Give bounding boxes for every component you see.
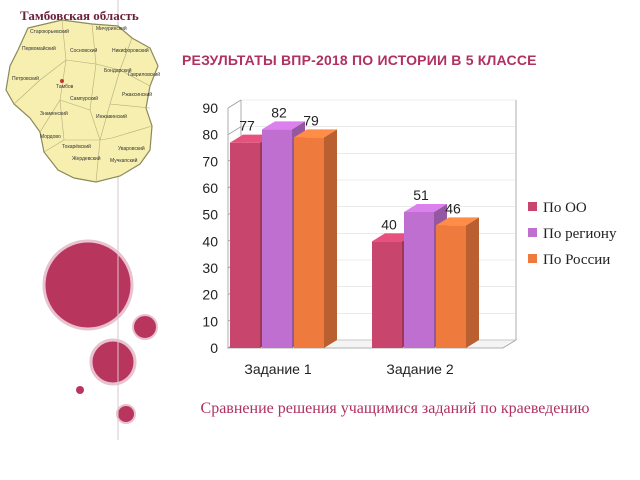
legend-label: По России <box>543 252 610 268</box>
map-district-label: Знаменский <box>40 110 68 117</box>
y-tick-label: 90 <box>202 100 218 116</box>
slide-title: РЕЗУЛЬТАТЫ ВПР-2018 ПО ИСТОРИИ В 5 КЛАСС… <box>182 52 537 68</box>
y-tick-label: 70 <box>202 153 218 169</box>
bar-top <box>262 121 305 130</box>
data-label: 46 <box>445 200 461 216</box>
legend-swatch <box>528 254 537 263</box>
bar-side <box>324 129 337 348</box>
map-district-label: Жердевский <box>72 155 101 162</box>
decor-circle <box>89 338 137 386</box>
y-tick-label: 20 <box>202 287 218 303</box>
bar-top <box>294 129 337 138</box>
legend-label: По региону <box>543 226 617 242</box>
decor-circle <box>76 386 84 394</box>
bar <box>230 142 260 348</box>
bar-chart: 0 10 20 30 40 50 60 70 80 90 77 82 79 Задание 1 40 51 46… <box>202 99 617 377</box>
map-district-label: Тамбов <box>56 84 74 90</box>
map-district-label: Инжавинский <box>96 113 127 120</box>
district-borders <box>13 19 153 183</box>
map-district-label: Гавриловский <box>128 71 160 78</box>
bar <box>262 129 292 348</box>
map-district-label: Никифоровский <box>112 47 149 54</box>
data-label: 40 <box>381 216 397 232</box>
y-tick-label: 80 <box>202 127 218 143</box>
map-district-label: Староюрьевский <box>30 28 69 35</box>
legend-swatch <box>528 202 537 211</box>
data-label: 51 <box>413 187 429 203</box>
data-label: 82 <box>271 104 287 120</box>
gridline <box>227 126 242 136</box>
decor-circle <box>116 404 136 424</box>
x-tick-label: Задание 1 <box>244 361 311 377</box>
y-tick-label: 30 <box>202 260 218 276</box>
map-district-label: Первомайский <box>22 45 56 52</box>
y-tick-label: 50 <box>202 207 218 223</box>
legend-swatch <box>528 228 537 237</box>
map-district-label: Сосновский <box>70 47 98 54</box>
x-tick-label: Задание 2 <box>386 361 453 377</box>
y-tick-label: 0 <box>210 340 218 356</box>
decor-circle <box>42 239 134 331</box>
bar-top <box>436 217 479 226</box>
map-district-label: Петровский <box>12 75 39 82</box>
bar <box>372 241 402 348</box>
map-title: Тамбовская область <box>20 8 139 23</box>
y-tick-label: 60 <box>202 180 218 196</box>
map-district-label: Мучкапский <box>110 157 138 164</box>
chart-caption: Сравнение решения учащимися заданий по к… <box>200 400 590 417</box>
y-tick-label: 40 <box>202 233 218 249</box>
data-label: 77 <box>239 118 255 134</box>
bar-side <box>466 217 479 348</box>
map-district-label: Мордово <box>40 134 61 140</box>
bar <box>404 212 434 348</box>
map-outline <box>5 19 159 183</box>
bar-top <box>404 204 447 212</box>
map-district-label: Сампурский <box>70 95 98 102</box>
map-district-label: Бондарский <box>104 67 132 74</box>
y-tick-label: 10 <box>202 313 218 329</box>
map-district-label: Ржаксинский <box>122 91 152 98</box>
map-district-label: Токарёвский <box>62 143 91 150</box>
bar <box>436 225 466 348</box>
bar <box>294 137 324 348</box>
region-map: Староюрьевский Мичуринский Первомайский Сос… <box>5 19 160 183</box>
data-label: 79 <box>303 112 319 128</box>
tambov-city-marker <box>60 79 64 83</box>
gridline <box>227 99 242 109</box>
map-district-label: Уваровский <box>118 145 145 152</box>
decor-circle <box>132 314 158 340</box>
map-district-label: Мичуринский <box>96 25 127 32</box>
legend-label: По ОО <box>543 200 587 216</box>
